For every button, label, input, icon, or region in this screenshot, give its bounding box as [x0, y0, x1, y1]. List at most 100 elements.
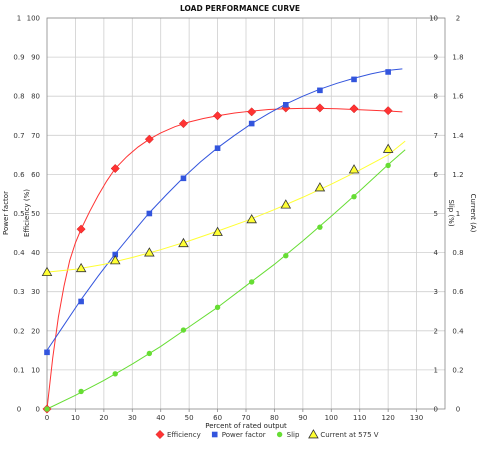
- slip-point: [112, 371, 118, 377]
- power-factor-tick-label: 0.2: [13, 327, 24, 335]
- efficiency-point: [110, 163, 120, 174]
- efficiency-point: [178, 119, 189, 129]
- power-factor-tick-label: 0.6: [13, 171, 25, 179]
- current-at-575-v-legend-swatch: [308, 429, 319, 439]
- slip-axis-title: Slip (%): [447, 199, 455, 226]
- slip-tick-label: 0: [434, 406, 438, 414]
- x-tick-label: 110: [353, 414, 366, 422]
- current-axis-title: Current (A): [469, 194, 477, 233]
- efficiency-tick-label: 50: [31, 210, 40, 218]
- slip-legend-swatch: [276, 431, 283, 438]
- power-factor-point: [248, 120, 255, 127]
- slip-point: [317, 224, 323, 230]
- x-tick-label: 50: [185, 414, 194, 422]
- efficiency-tick-label: 0: [36, 406, 40, 414]
- slip-point: [248, 279, 255, 285]
- slip-point: [180, 327, 187, 333]
- slip-tick-label: 10: [429, 15, 438, 23]
- slip-tick-label: 4: [434, 249, 439, 257]
- power-factor-tick-label: 0.7: [13, 132, 24, 140]
- x-tick-label: 100: [325, 414, 338, 422]
- efficiency-point: [315, 103, 325, 113]
- slip-point: [385, 162, 391, 169]
- current-at-575-v-legend-label: Current at 575 V: [320, 431, 378, 439]
- slip-point: [44, 406, 50, 412]
- power-factor-point: [112, 251, 119, 258]
- x-tick-label: 90: [298, 414, 307, 422]
- series-curves: [46, 68, 406, 410]
- slip-tick-label: 8: [434, 93, 438, 101]
- chart-title: LOAD PERFORMANCE CURVE: [180, 4, 300, 13]
- current-at-575-v-point: [246, 213, 257, 224]
- current-at-575-v-point: [41, 266, 53, 277]
- x-tick-label: 40: [156, 414, 165, 422]
- power-factor-tick-label: 0.5: [13, 210, 24, 218]
- power-factor-legend-label: Power factor: [222, 431, 266, 439]
- efficiency-tick-label: 100: [27, 15, 40, 23]
- efficiency-point: [247, 107, 257, 117]
- efficiency-point: [144, 134, 154, 144]
- slip-point: [351, 193, 357, 200]
- power-factor-tick-label: 0.1: [13, 366, 24, 374]
- efficiency-legend-label: Efficiency: [167, 431, 201, 439]
- current-at-575-v-point: [178, 237, 189, 248]
- current-at-575-v-point: [109, 255, 121, 265]
- slip-tick-label: 5: [434, 210, 438, 218]
- current-tick-label: 1.8: [452, 54, 463, 62]
- power-factor-point: [214, 145, 221, 152]
- current-tick-label: 0.4: [452, 327, 464, 335]
- current-at-575-v-point: [75, 262, 87, 273]
- x-tick-label: 0: [45, 414, 49, 422]
- efficiency-tick-label: 70: [31, 132, 40, 140]
- slip-tick-label: 2: [434, 327, 438, 335]
- efficiency-point: [213, 111, 223, 121]
- legend: Efficiency Power factor Slip Current at 575…: [155, 429, 379, 440]
- efficiency-tick-label: 90: [31, 54, 40, 62]
- efficiency-point: [76, 224, 86, 234]
- power-factor-point: [180, 175, 187, 182]
- efficiency-tick-label: 40: [31, 249, 40, 257]
- slip-point: [283, 253, 289, 259]
- power-factor-tick-label: 0.4: [13, 249, 25, 257]
- slip-tick-label: 7: [434, 132, 438, 140]
- efficiency-point: [383, 106, 393, 116]
- efficiency-tick-label: 10: [31, 366, 40, 374]
- slip-tick-label: 3: [434, 288, 438, 296]
- x-tick-label: 10: [71, 414, 80, 422]
- x-tick-label: 60: [213, 414, 222, 422]
- current-at-575-v-point: [382, 143, 394, 153]
- power-factor-tick-label: 0.9: [13, 54, 24, 62]
- slip-tick-label: 1: [434, 366, 438, 374]
- x-tick-label: 30: [128, 414, 137, 422]
- grid: [47, 17, 445, 409]
- efficiency-tick-label: 80: [31, 93, 40, 101]
- power-factor-tick-label: 1: [17, 15, 21, 23]
- efficiency-tick-label: 30: [31, 288, 40, 296]
- slip-point: [78, 388, 84, 395]
- power-factor-curve: [46, 68, 403, 351]
- current-tick-label: 1: [456, 210, 460, 218]
- efficiency-tick-label: 60: [31, 171, 40, 179]
- power-factor-point: [283, 102, 289, 108]
- slip-legend-label: Slip: [287, 431, 300, 439]
- efficiency-tick-label: 20: [31, 327, 40, 335]
- current-tick-label: 1.2: [452, 171, 463, 179]
- current-tick-label: 0: [456, 406, 460, 414]
- slip-point: [146, 350, 153, 357]
- current-at-575-v-point: [212, 226, 223, 236]
- power-factor-tick-label: 0.3: [13, 288, 24, 296]
- power-factor-tick-label: 0.8: [13, 93, 24, 101]
- series-markers: [41, 69, 394, 414]
- power-factor-point: [385, 69, 391, 75]
- x-axis-title: Percent of rated output: [205, 422, 287, 430]
- slip-tick-label: 6: [434, 171, 439, 179]
- x-tick-label: 120: [381, 414, 394, 422]
- efficiency-curve: [46, 107, 403, 410]
- power-factor-point: [351, 76, 357, 83]
- current-at-575-v-point: [144, 247, 155, 257]
- current-at-575-v-point: [314, 182, 326, 192]
- current-tick-label: 0.6: [452, 288, 464, 296]
- power-factor-point: [78, 298, 84, 305]
- x-tick-label: 20: [99, 414, 108, 422]
